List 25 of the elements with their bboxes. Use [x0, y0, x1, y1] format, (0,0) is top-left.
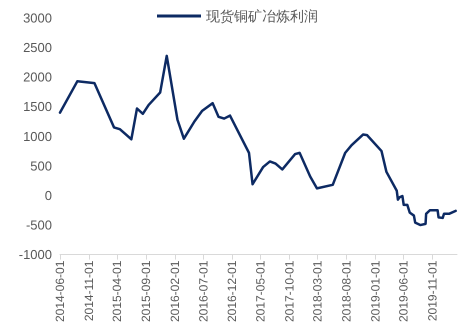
y-tick-label: 2500: [23, 40, 52, 56]
y-tick-label: 2000: [23, 70, 52, 85]
y-tick-label: -1000: [18, 247, 52, 262]
y-tick-label: -500: [26, 218, 52, 233]
x-tick-label: 2019-11-01: [426, 260, 440, 322]
x-tick-label: 2017-05-01: [253, 260, 268, 322]
x-tick-label: 2019-06-01: [396, 260, 411, 322]
x-tick-label: 2015-09-01: [139, 260, 154, 322]
x-tick-label: 2014-11-01: [82, 260, 96, 322]
x-tick-label: 2018-08-01: [340, 260, 354, 322]
x-tick-label: 2016-07-01: [196, 260, 210, 322]
x-tick-label: 2016-02-01: [168, 260, 182, 322]
line-series: [58, 54, 457, 226]
x-tick-label: 2016-12-01: [225, 260, 240, 322]
x-tick-label: 2015-04-01: [110, 260, 124, 322]
y-tick-label: 500: [30, 158, 52, 174]
y-tick-label: 1000: [23, 128, 52, 144]
y-tick-label: 1500: [23, 99, 52, 114]
x-tick-label: 2019-01-01: [368, 260, 382, 322]
y-tick-label: 3000: [23, 10, 52, 26]
legend-label: 现货铜矿冶炼利润: [206, 8, 318, 24]
x-tick-label: 2014-06-01: [53, 260, 67, 322]
y-tick-label: 0: [44, 188, 52, 203]
x-tick-label: 2018-03-01: [310, 260, 325, 322]
x-tick-label: 2017-10-01: [282, 260, 296, 322]
